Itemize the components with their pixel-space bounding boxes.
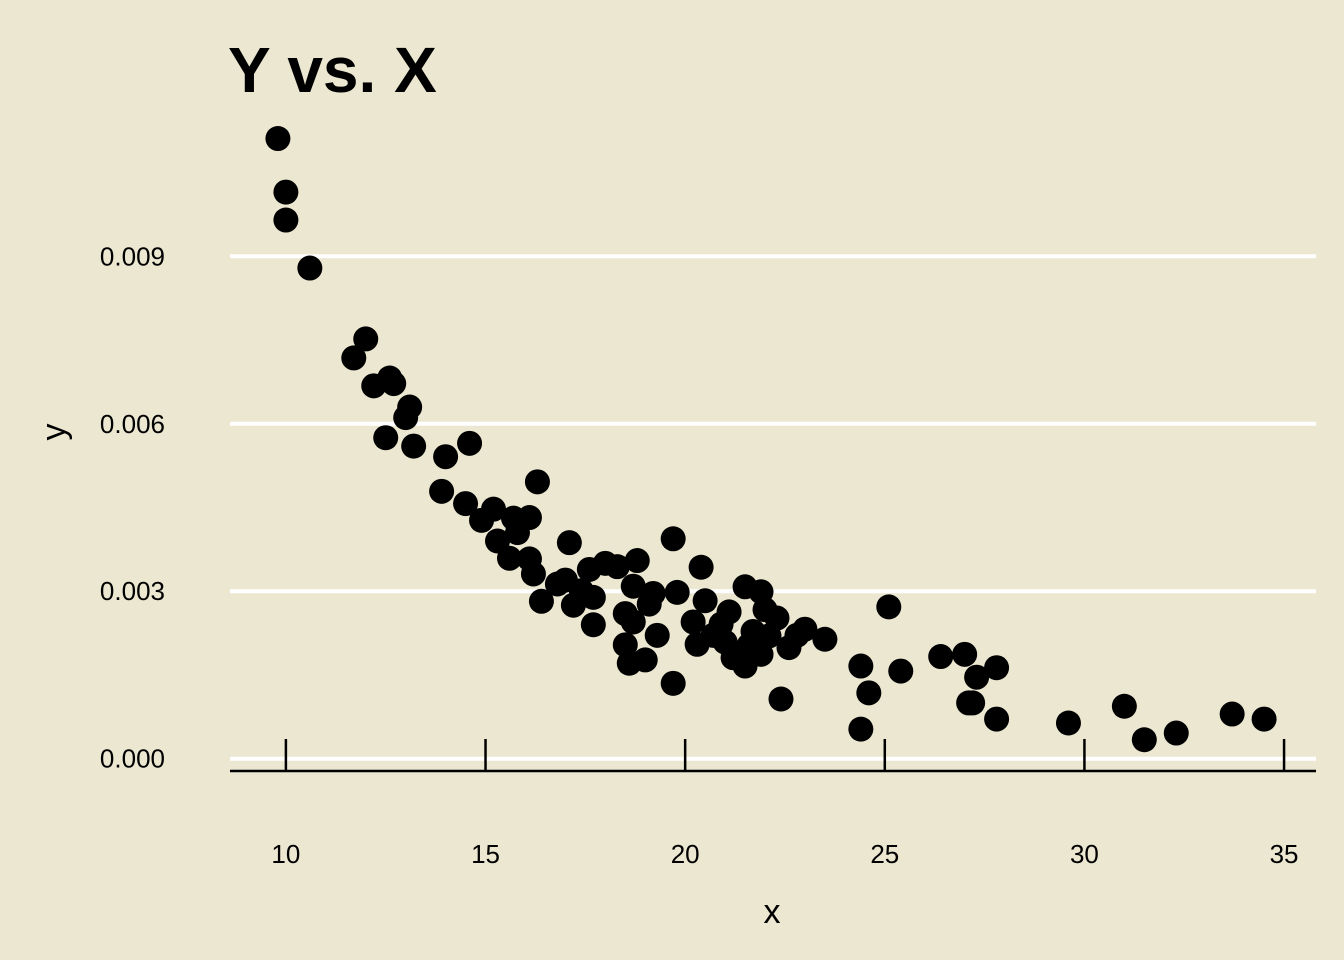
y-axis-title: y bbox=[35, 424, 73, 441]
data-point bbox=[429, 478, 455, 504]
data-point bbox=[856, 680, 882, 706]
data-point bbox=[397, 394, 423, 420]
data-point bbox=[1055, 710, 1081, 736]
data-point bbox=[496, 545, 522, 571]
data-point bbox=[812, 626, 838, 652]
data-point bbox=[660, 526, 686, 552]
data-point bbox=[1219, 701, 1245, 727]
data-point bbox=[644, 622, 670, 648]
data-point bbox=[580, 584, 606, 610]
data-point bbox=[453, 491, 479, 517]
data-point bbox=[620, 609, 646, 635]
data-point bbox=[1163, 720, 1189, 746]
data-point bbox=[373, 425, 399, 451]
data-point bbox=[876, 594, 902, 620]
data-point bbox=[528, 588, 554, 614]
data-point bbox=[556, 530, 582, 556]
data-points bbox=[265, 126, 1277, 753]
y-tick-label: 0.006 bbox=[100, 409, 165, 439]
data-point bbox=[640, 580, 666, 606]
data-point bbox=[664, 579, 690, 605]
y-tick-label: 0.003 bbox=[100, 576, 165, 606]
data-point bbox=[768, 686, 794, 712]
data-point bbox=[952, 641, 978, 667]
data-point bbox=[764, 605, 790, 631]
data-point bbox=[692, 588, 718, 614]
data-point bbox=[1251, 706, 1277, 732]
x-axis bbox=[230, 739, 1316, 773]
data-point bbox=[680, 609, 706, 635]
data-point bbox=[341, 345, 367, 371]
data-point bbox=[580, 612, 606, 638]
y-tick-label: 0.009 bbox=[100, 241, 165, 271]
data-point bbox=[792, 616, 818, 642]
data-point bbox=[381, 371, 407, 397]
data-point bbox=[481, 496, 507, 522]
data-point bbox=[1131, 727, 1157, 753]
data-point bbox=[960, 690, 986, 716]
chart-title: Y vs. X bbox=[228, 34, 437, 106]
data-point bbox=[964, 664, 990, 690]
data-point bbox=[265, 126, 291, 152]
data-point bbox=[520, 561, 546, 587]
data-point bbox=[604, 554, 630, 580]
data-point bbox=[273, 207, 299, 233]
data-point bbox=[928, 644, 954, 670]
data-point bbox=[524, 469, 550, 495]
data-point bbox=[660, 670, 686, 696]
data-point bbox=[888, 658, 914, 684]
data-point bbox=[984, 655, 1010, 681]
data-point bbox=[297, 255, 323, 281]
x-axis-title: x bbox=[764, 893, 781, 931]
x-tick-label: 35 bbox=[1270, 839, 1299, 869]
data-point bbox=[353, 326, 379, 352]
data-point bbox=[688, 554, 714, 580]
data-point bbox=[457, 430, 483, 456]
data-point bbox=[1111, 693, 1137, 719]
data-point bbox=[848, 716, 874, 742]
x-tick-label: 30 bbox=[1070, 839, 1099, 869]
data-point bbox=[401, 433, 427, 459]
tick-labels: 0.000 0.003 0.006 0.009 10 15 20 25 30 35 bbox=[100, 241, 1299, 869]
data-point bbox=[273, 179, 299, 205]
x-tick-label: 15 bbox=[471, 839, 500, 869]
data-point bbox=[620, 573, 646, 599]
data-point bbox=[984, 706, 1010, 732]
data-point bbox=[716, 599, 742, 625]
data-point bbox=[632, 647, 658, 673]
data-point bbox=[433, 444, 459, 470]
data-point bbox=[848, 653, 874, 679]
x-tick-label: 20 bbox=[671, 839, 700, 869]
x-tick-label: 10 bbox=[271, 839, 300, 869]
y-tick-label: 0.000 bbox=[100, 744, 165, 774]
data-point bbox=[516, 505, 542, 531]
gridlines bbox=[230, 254, 1316, 761]
x-tick-label: 25 bbox=[870, 839, 899, 869]
data-point bbox=[624, 548, 650, 574]
